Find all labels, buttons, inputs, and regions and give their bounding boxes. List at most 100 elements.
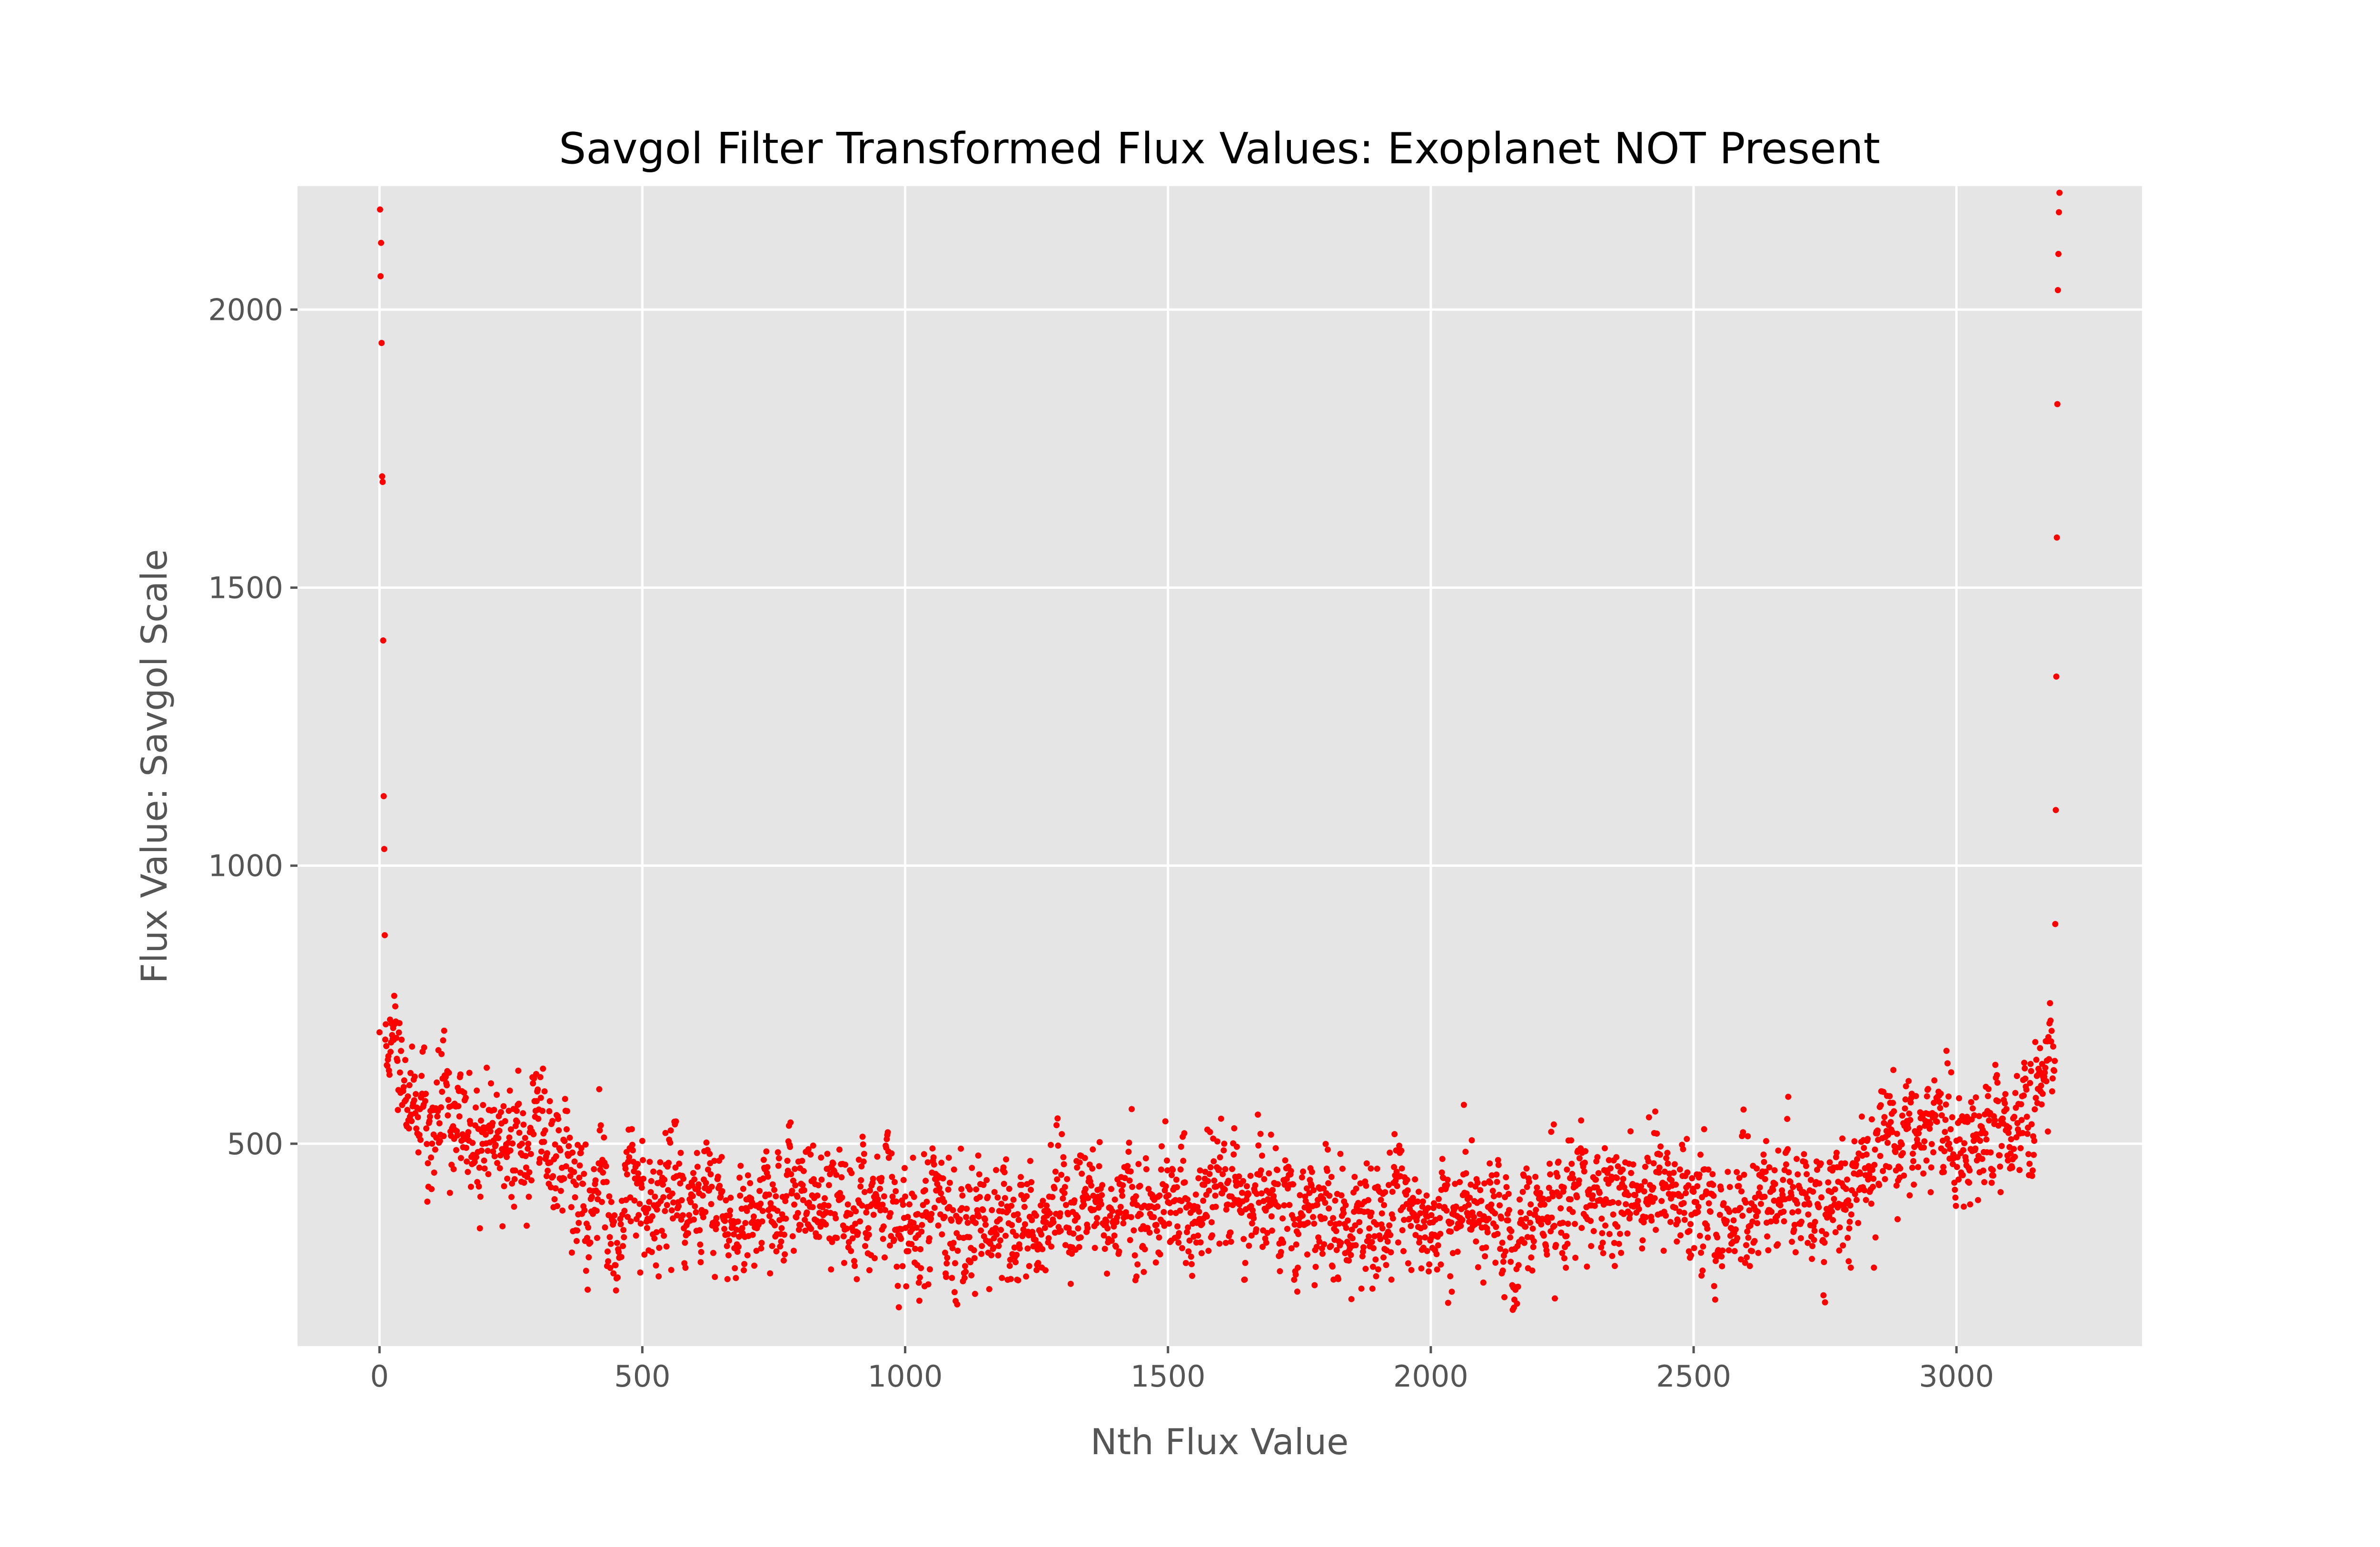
data-point: [1976, 1113, 1983, 1120]
data-point: [771, 1187, 778, 1193]
data-point: [1503, 1184, 1510, 1190]
data-point: [665, 1187, 671, 1193]
data-point: [516, 1130, 523, 1136]
data-point: [551, 1196, 558, 1202]
data-point: [1737, 1256, 1744, 1263]
data-point: [507, 1147, 514, 1154]
data-point: [1489, 1188, 1496, 1194]
data-point: [424, 1199, 431, 1205]
data-point: [1683, 1190, 1689, 1197]
data-point: [1839, 1135, 1845, 1142]
data-point: [635, 1161, 641, 1167]
data-point: [1977, 1138, 1983, 1144]
data-point: [1966, 1180, 1973, 1186]
data-point: [696, 1227, 703, 1233]
data-point: [553, 1153, 559, 1160]
data-point: [1011, 1244, 1018, 1251]
data-point: [487, 1128, 494, 1135]
data-point: [1701, 1126, 1707, 1132]
data-point: [826, 1182, 832, 1189]
data-point: [1277, 1268, 1283, 1275]
data-point: [853, 1276, 860, 1282]
data-point: [1209, 1232, 1215, 1239]
data-point: [515, 1067, 522, 1074]
data-point: [668, 1267, 674, 1273]
data-point: [582, 1141, 589, 1148]
data-point: [640, 1175, 647, 1182]
data-point: [383, 1021, 389, 1028]
data-point: [561, 1138, 568, 1144]
data-point: [2044, 1128, 2051, 1135]
data-point: [526, 1169, 533, 1176]
data-point: [680, 1212, 686, 1219]
data-point: [1798, 1219, 1805, 1225]
data-point: [1801, 1151, 1807, 1158]
data-point: [766, 1213, 773, 1220]
data-point: [1200, 1198, 1207, 1204]
data-point: [998, 1227, 1004, 1233]
data-point: [652, 1193, 658, 1200]
data-point: [1578, 1225, 1585, 1231]
data-point: [1966, 1167, 1973, 1174]
data-point: [1967, 1201, 1973, 1208]
data-point: [1465, 1213, 1471, 1220]
data-point: [853, 1208, 859, 1215]
data-point: [1050, 1219, 1057, 1226]
data-point: [499, 1223, 506, 1230]
data-point: [1944, 1060, 1951, 1067]
data-point: [1891, 1108, 1897, 1115]
data-point: [647, 1189, 654, 1195]
data-point: [1639, 1245, 1646, 1252]
data-point: [396, 1029, 402, 1036]
data-point: [747, 1180, 754, 1187]
data-point: [744, 1172, 751, 1179]
data-point: [791, 1201, 798, 1208]
data-point: [1124, 1163, 1131, 1170]
data-point: [1842, 1160, 1848, 1167]
data-point: [803, 1209, 810, 1216]
data-point: [1069, 1250, 1075, 1257]
data-point: [763, 1148, 770, 1155]
data-point: [377, 273, 384, 279]
data-point: [2016, 1167, 2023, 1173]
data-point: [2054, 401, 2061, 407]
data-point: [1954, 1164, 1960, 1170]
data-point: [654, 1206, 660, 1213]
data-point: [1836, 1247, 1843, 1254]
data-point: [1220, 1171, 1226, 1178]
data-point: [663, 1243, 670, 1250]
data-point: [1697, 1151, 1704, 1158]
data-point: [1754, 1165, 1760, 1172]
data-point: [477, 1117, 484, 1124]
data-point: [1264, 1230, 1270, 1236]
data-point: [1635, 1198, 1641, 1204]
data-point: [1304, 1251, 1310, 1258]
data-point: [537, 1074, 544, 1081]
data-point: [1913, 1093, 1919, 1100]
data-point: [1152, 1259, 1159, 1266]
data-point: [1101, 1232, 1107, 1239]
data-point: [1623, 1201, 1629, 1208]
data-point: [1386, 1182, 1392, 1188]
data-points: [376, 189, 2063, 1313]
data-point: [1128, 1214, 1134, 1220]
data-point: [2032, 1039, 2039, 1045]
data-point: [583, 1268, 589, 1274]
data-point: [661, 1176, 668, 1183]
data-point: [655, 1273, 662, 1279]
data-point: [2053, 534, 2060, 541]
data-point: [751, 1213, 757, 1220]
data-point: [1042, 1267, 1049, 1274]
data-point: [1656, 1151, 1663, 1158]
data-point: [408, 1118, 415, 1124]
data-point: [658, 1228, 665, 1234]
data-point: [2053, 807, 2059, 813]
data-point: [1009, 1222, 1015, 1229]
data-point: [413, 1125, 420, 1132]
data-point: [843, 1225, 850, 1232]
data-point: [1255, 1111, 1261, 1118]
data-point: [1514, 1300, 1520, 1307]
data-point: [1762, 1169, 1769, 1175]
data-point: [637, 1220, 644, 1227]
data-point: [1624, 1230, 1631, 1237]
